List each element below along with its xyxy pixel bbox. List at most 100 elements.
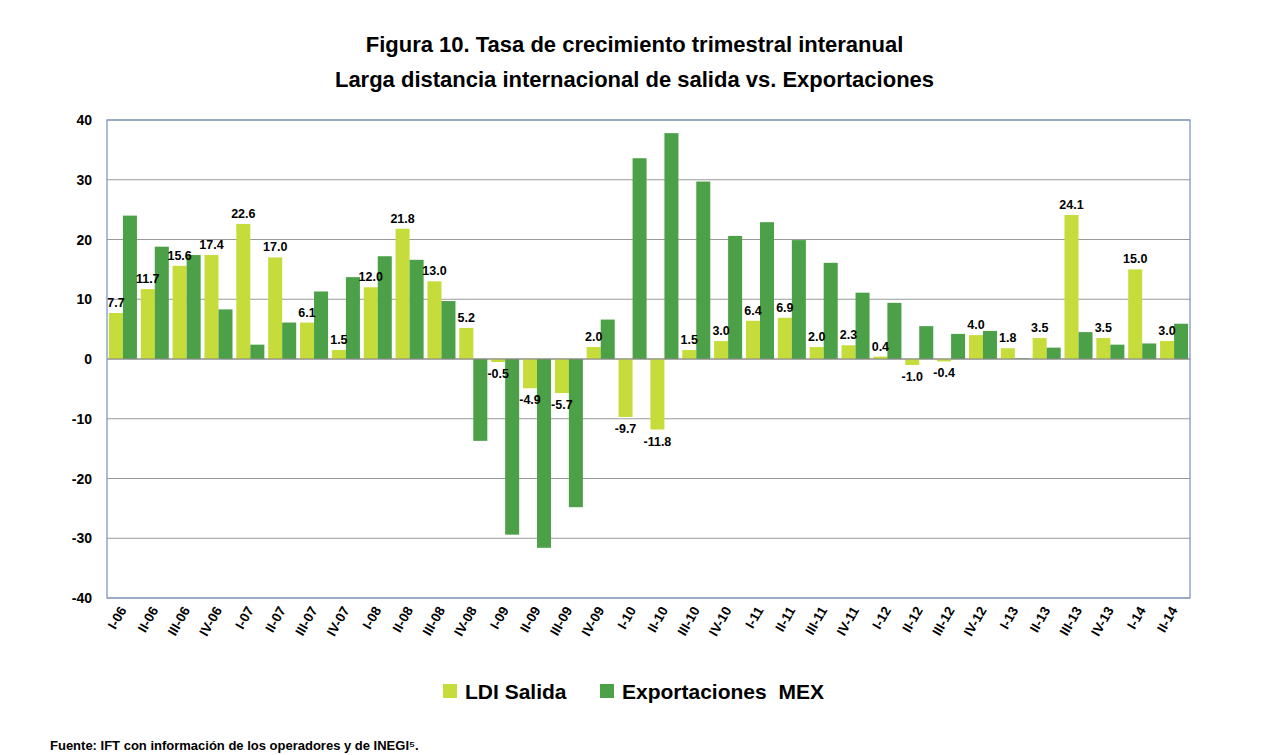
x-tick-label: II-08	[390, 604, 417, 635]
bar	[204, 255, 218, 359]
bar	[1142, 343, 1156, 359]
x-tick-label: I-11	[742, 604, 766, 631]
bar	[396, 229, 410, 359]
data-label: -1.0	[901, 370, 923, 384]
x-tick-label: I-07	[232, 604, 257, 632]
bar	[218, 309, 232, 359]
bar	[824, 263, 838, 359]
bar	[746, 321, 760, 359]
data-label: 12.0	[359, 270, 383, 284]
data-labels: 7.711.715.617.422.617.06.11.512.021.813.…	[107, 198, 1176, 449]
bar	[633, 158, 647, 359]
x-tick-label: II-09	[517, 604, 543, 635]
bar	[282, 323, 296, 359]
bar	[810, 347, 824, 359]
legend-label: Exportaciones MEX	[622, 680, 824, 703]
data-label: 1.5	[330, 333, 347, 347]
x-tick-label: IV-08	[451, 604, 480, 639]
data-label: -0.4	[933, 366, 955, 380]
legend-swatch	[443, 684, 457, 698]
bar	[778, 318, 792, 359]
zero-line	[107, 359, 1190, 360]
y-tick-label: 10	[76, 291, 92, 307]
bar	[969, 335, 983, 359]
bar	[332, 350, 346, 359]
x-tick-label: II-12	[899, 604, 925, 635]
bar	[314, 291, 328, 359]
bars	[109, 133, 1188, 548]
data-label: 13.0	[422, 264, 446, 278]
data-label: 3.0	[1158, 324, 1175, 338]
data-label: 6.9	[776, 301, 793, 315]
y-tick-label: -40	[72, 590, 92, 606]
x-tick-label: I-13	[997, 604, 1022, 632]
x-tick-label: III-06	[165, 604, 194, 639]
data-label: 1.8	[999, 331, 1016, 345]
bar	[537, 359, 551, 548]
x-tick-label: IV-11	[834, 604, 863, 639]
bar	[1001, 348, 1015, 359]
bar	[1174, 324, 1188, 359]
data-label: 7.7	[107, 296, 124, 310]
x-tick-label: I-12	[869, 604, 894, 632]
data-label: 24.1	[1059, 198, 1083, 212]
data-label: -5.7	[551, 398, 573, 412]
x-tick-label: III-13	[1057, 604, 1086, 639]
legend-label: LDI Salida	[465, 680, 567, 703]
x-tick-label: IV-13	[1088, 604, 1117, 639]
data-label: 1.5	[681, 333, 698, 347]
y-tick-label: 20	[76, 232, 92, 248]
data-label: 15.0	[1123, 252, 1147, 266]
bar	[919, 326, 933, 359]
y-tick-label: -30	[72, 530, 92, 546]
x-tick-label: II-06	[135, 604, 162, 635]
source-note: Fuente: IFT con información de los opera…	[50, 738, 419, 753]
data-label: 6.1	[298, 306, 315, 320]
data-label: 6.4	[744, 304, 761, 318]
title: Figura 10. Tasa de crecimiento trimestra…	[366, 32, 904, 57]
bar	[459, 328, 473, 359]
bar	[123, 216, 137, 359]
x-tick-label: II-11	[772, 604, 798, 635]
x-tick-label: IV-09	[579, 604, 608, 639]
grid-line	[107, 359, 1190, 360]
x-tick-label: III-07	[292, 604, 320, 638]
x-tick-label: I-10	[615, 604, 640, 632]
bar	[856, 293, 870, 359]
y-tick-label: 0	[84, 351, 92, 367]
bar	[473, 359, 487, 441]
bar	[664, 133, 678, 359]
x-tick-label: IV-10	[706, 604, 735, 639]
bar	[619, 359, 633, 417]
data-label: -4.9	[519, 393, 541, 407]
legend-swatch	[600, 684, 614, 698]
bar	[887, 303, 901, 359]
bar	[236, 224, 250, 359]
data-label: -0.5	[487, 367, 509, 381]
data-label: -11.8	[644, 435, 672, 449]
bar	[250, 345, 264, 359]
x-tick-label: IV-12	[961, 604, 990, 639]
bar	[1110, 345, 1124, 359]
x-tick-label: II-13	[1027, 604, 1054, 635]
data-label: 2.0	[808, 330, 825, 344]
bar	[714, 341, 728, 359]
bar	[441, 301, 455, 359]
data-label: 21.8	[390, 212, 414, 226]
bar	[173, 266, 187, 359]
bar	[346, 277, 360, 359]
data-label: 22.6	[231, 207, 255, 221]
bar	[1033, 338, 1047, 359]
x-tick-label: III-12	[929, 604, 957, 638]
bar	[427, 281, 441, 359]
bar	[155, 247, 169, 359]
bar	[682, 350, 696, 359]
bar	[696, 182, 710, 359]
bar	[842, 345, 856, 359]
y-tick-label: -10	[72, 411, 92, 427]
data-label: 3.0	[712, 324, 729, 338]
data-label: 3.5	[1095, 321, 1112, 335]
grid-line	[107, 418, 1190, 419]
bar	[760, 222, 774, 359]
x-tick-label: I-09	[487, 604, 512, 632]
